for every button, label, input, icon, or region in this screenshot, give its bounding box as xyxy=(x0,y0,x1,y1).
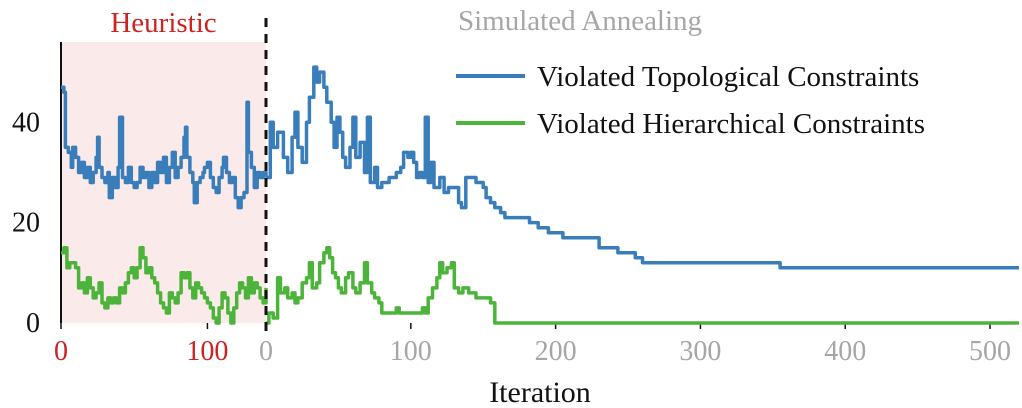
sa-x-tick-label: 200 xyxy=(535,336,577,367)
legend: Violated Topological Constraints Violated… xyxy=(456,61,925,140)
x-ticks: 0 100 0 100 200 300 400 500 xyxy=(54,323,1011,367)
sa-x-tick-label: 400 xyxy=(824,336,866,367)
hierarchical-heuristic-line xyxy=(61,245,268,325)
sa-x-tick-label: 300 xyxy=(679,336,721,367)
heuristic-phase-label: Heuristic xyxy=(110,7,216,39)
legend-label: Violated Topological Constraints xyxy=(537,61,919,93)
y-ticks: 0 20 40 xyxy=(12,107,40,339)
y-tick-label: 20 xyxy=(12,208,40,239)
hierarchical-sa-line xyxy=(266,245,1019,325)
topological-heuristic-line xyxy=(61,85,268,210)
y-tick-label: 40 xyxy=(12,107,40,138)
simulated-annealing-phase-label: Simulated Annealing xyxy=(458,5,702,37)
series-lines xyxy=(61,65,1019,325)
sa-x-tick-label: 500 xyxy=(969,336,1011,367)
legend-label: Violated Hierarchical Constraints xyxy=(537,108,925,140)
topological-sa-line xyxy=(266,65,1019,270)
sa-x-tick-label: 100 xyxy=(390,336,432,367)
x-axis-title: Iteration xyxy=(489,376,591,408)
y-tick-label: 0 xyxy=(26,308,40,339)
heuristic-x-tick-label: 0 xyxy=(54,336,68,367)
sa-x-tick-label: 0 xyxy=(259,336,273,367)
heuristic-x-tick-label: 100 xyxy=(186,336,228,367)
